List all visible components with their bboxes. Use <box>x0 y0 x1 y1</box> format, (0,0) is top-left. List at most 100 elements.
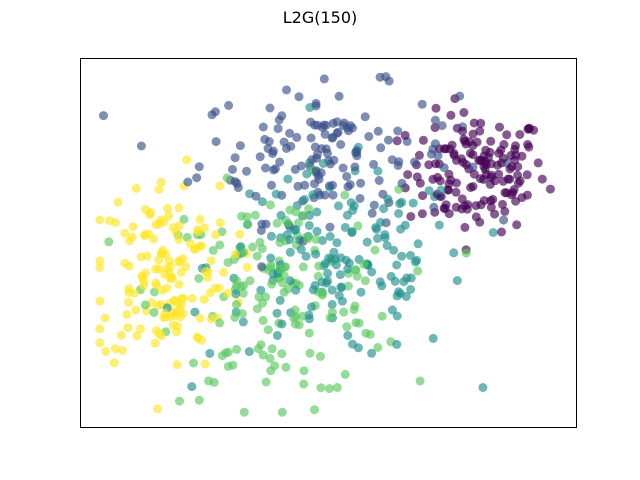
scatter-point <box>374 176 384 185</box>
scatter-point <box>297 311 307 321</box>
scatter-point <box>195 313 205 323</box>
scatter-point <box>342 322 352 332</box>
scatter-point <box>199 295 209 304</box>
scatter-point <box>327 133 337 143</box>
scatter-point <box>171 227 181 237</box>
scatter-point <box>485 179 495 189</box>
scatter-point <box>131 183 141 193</box>
scatter-point <box>430 139 440 149</box>
scatter-point <box>223 258 233 267</box>
scatter-point <box>109 358 119 368</box>
scatter-point <box>140 300 150 310</box>
scatter-point <box>424 160 434 170</box>
scatter-point <box>304 221 314 230</box>
scatter-point <box>406 273 416 283</box>
scatter-point <box>515 130 525 139</box>
scatter-point <box>311 249 321 259</box>
scatter-point <box>120 228 130 238</box>
scatter-point <box>261 163 270 173</box>
scatter-point <box>164 256 174 266</box>
scatter-point <box>124 297 134 307</box>
scatter-point <box>356 178 366 188</box>
scatter-point <box>459 108 469 117</box>
scatter-point <box>308 190 318 200</box>
scatter-point <box>461 248 471 258</box>
scatter-point <box>156 177 166 187</box>
scatter-point <box>206 256 216 266</box>
scatter-point <box>100 313 110 323</box>
scatter-point <box>194 162 204 172</box>
scatter-point <box>101 346 111 356</box>
scatter-point <box>375 277 385 287</box>
scatter-point <box>124 261 134 271</box>
scatter-point <box>250 210 260 220</box>
scatter-point <box>306 133 316 143</box>
scatter-point <box>475 217 485 227</box>
scatter-point <box>418 191 428 201</box>
scatter-point <box>434 220 444 230</box>
scatter-point <box>273 124 283 134</box>
scatter-point <box>308 285 318 295</box>
scatter-point <box>239 247 249 257</box>
scatter-point <box>260 134 270 144</box>
scatter-point <box>285 276 295 286</box>
scatter-point <box>268 146 278 156</box>
scatter-point <box>355 194 365 203</box>
scatter-point <box>327 285 337 295</box>
scatter-point <box>369 159 379 169</box>
scatter-point <box>458 126 468 136</box>
plot-frame <box>80 58 577 428</box>
scatter-point <box>373 166 383 176</box>
scatter-point <box>369 200 379 210</box>
scatter-point <box>396 224 406 234</box>
scatter-point <box>279 287 289 297</box>
scatter-point <box>153 404 163 414</box>
scatter-point <box>496 145 506 155</box>
scatter-point <box>440 204 450 214</box>
scatter-point <box>300 180 310 190</box>
scatter-point <box>277 278 287 288</box>
scatter-point <box>301 251 311 261</box>
scatter-point <box>110 344 120 354</box>
scatter-point <box>393 126 403 136</box>
scatter-point <box>291 312 301 321</box>
scatter-point <box>340 222 350 232</box>
scatter-point <box>215 318 225 328</box>
scatter-point <box>340 369 350 379</box>
scatter-point <box>414 150 424 160</box>
scatter-point <box>307 155 317 165</box>
scatter-point <box>325 232 335 241</box>
scatter-point <box>276 210 286 220</box>
scatter-point <box>237 309 247 319</box>
scatter-point <box>174 203 184 213</box>
scatter-point <box>353 221 363 231</box>
scatter-point <box>296 245 306 254</box>
scatter-point <box>232 276 242 286</box>
scatter-point <box>436 192 446 202</box>
scatter-point <box>397 178 407 188</box>
scatter-point <box>332 383 342 392</box>
scatter-point <box>412 172 422 182</box>
scatter-point <box>498 176 508 186</box>
scatter-point <box>486 172 496 182</box>
scatter-point <box>524 124 534 134</box>
scatter-point <box>154 185 164 194</box>
scatter-point <box>319 120 329 130</box>
scatter-point <box>277 111 287 121</box>
scatter-point <box>174 256 184 266</box>
scatter-point <box>258 350 268 360</box>
scatter-point <box>193 227 203 237</box>
scatter-point <box>277 407 287 417</box>
scatter-point <box>137 271 147 281</box>
scatter-point <box>325 384 334 394</box>
scatter-point <box>242 212 252 222</box>
scatter-point <box>318 159 328 168</box>
scatter-point <box>223 347 233 357</box>
scatter-point <box>392 339 402 349</box>
scatter-point <box>338 163 348 173</box>
scatter-point <box>175 396 184 406</box>
scatter-point <box>347 227 357 237</box>
scatter-point <box>174 280 184 289</box>
scatter-point <box>136 324 145 334</box>
